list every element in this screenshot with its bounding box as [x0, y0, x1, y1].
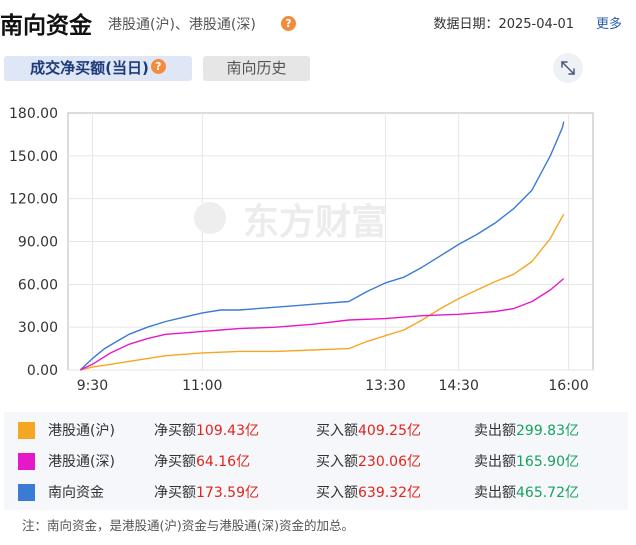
net-buy-line-chart: 东方财富 180.00 150.00 120.00 90.00 60.00 30.00 0.…	[9, 106, 594, 394]
y-tick-label: 90.00	[18, 235, 58, 251]
color-swatch	[18, 422, 35, 439]
buy-value: 买入额230.06亿	[316, 454, 421, 470]
chart-series	[79, 121, 565, 371]
tab-label: 南向历史	[226, 59, 287, 77]
watermark: 东方财富	[194, 201, 387, 243]
buy-value: 买入额639.32亿	[316, 485, 421, 501]
legend-table: 港股通(沪) 净买额109.43亿 买入额409.25亿 卖出额299.83亿 …	[4, 412, 628, 510]
series-line-港股通(沪)	[80, 214, 565, 371]
tab-label: 成交净买额(当日)	[30, 59, 149, 77]
help-icon[interactable]: ?	[150, 59, 166, 74]
x-tick-label: 14:30	[439, 378, 479, 394]
x-tick-label: 9:30	[77, 378, 108, 394]
x-tick-label: 13:30	[365, 378, 405, 394]
legend-name: 港股通(深)	[48, 454, 115, 470]
x-axis: 9:30 11:00 13:30 14:30 16:00	[77, 378, 589, 394]
series-line-港股通(深)	[79, 278, 565, 371]
y-tick-label: 180.00	[9, 106, 58, 122]
net-buy-value: 净买额109.43亿	[154, 423, 259, 439]
x-tick-label: 16:00	[548, 378, 588, 394]
y-axis: 180.00 150.00 120.00 90.00 60.00 30.00 0.00	[9, 106, 58, 379]
y-tick-label: 150.00	[9, 149, 58, 165]
tab-southbound-history[interactable]: 南向历史	[203, 56, 310, 81]
net-buy-value: 净买额64.16亿	[154, 454, 251, 470]
series-line-南向资金	[79, 121, 565, 371]
y-tick-label: 120.00	[9, 192, 58, 208]
tab-net-buy-today[interactable]: 成交净买额(当日)?	[4, 56, 192, 81]
page-subtitle: 港股通(沪)、港股通(深)	[108, 17, 256, 33]
page-title: 南向资金	[0, 13, 92, 39]
y-tick-label: 30.00	[18, 320, 58, 336]
chart-grid	[67, 112, 594, 371]
sell-value: 卖出额299.83亿	[474, 423, 579, 439]
legend-row-sz: 港股通(深) 净买额64.16亿 买入额230.06亿 卖出额165.90亿	[4, 446, 628, 477]
expand-arrows-icon	[561, 61, 575, 75]
header: 南向资金 港股通(沪)、港股通(深) ? 数据日期：2025-04-01 更多	[0, 4, 636, 39]
legend-name: 南向资金	[48, 485, 104, 501]
sell-value: 卖出额165.90亿	[474, 454, 579, 470]
y-tick-label: 0.00	[27, 363, 58, 379]
legend-row-southbound: 南向资金 净买额173.59亿 买入额639.32亿 卖出额465.72亿	[4, 477, 628, 508]
sell-value: 卖出额465.72亿	[474, 485, 579, 501]
color-swatch	[18, 453, 35, 470]
data-date: 数据日期：2025-04-01	[433, 17, 574, 32]
footnote: 注：南向资金，是港股通(沪)资金与港股通(深)资金的加总。	[22, 518, 355, 533]
legend-name: 港股通(沪)	[48, 423, 115, 439]
watermark-text: 东方财富	[243, 201, 387, 243]
color-swatch	[18, 484, 35, 501]
expand-button[interactable]	[553, 53, 583, 83]
y-tick-label: 60.00	[18, 277, 58, 293]
more-link[interactable]: 更多	[595, 17, 622, 32]
legend-row-sh: 港股通(沪) 净买额109.43亿 买入额409.25亿 卖出额299.83亿	[4, 415, 628, 446]
x-tick-label: 11:00	[182, 378, 222, 394]
help-icon[interactable]: ?	[281, 16, 296, 31]
buy-value: 买入额409.25亿	[316, 423, 421, 439]
net-buy-value: 净买额173.59亿	[154, 485, 259, 501]
watermark-logo	[194, 202, 226, 234]
